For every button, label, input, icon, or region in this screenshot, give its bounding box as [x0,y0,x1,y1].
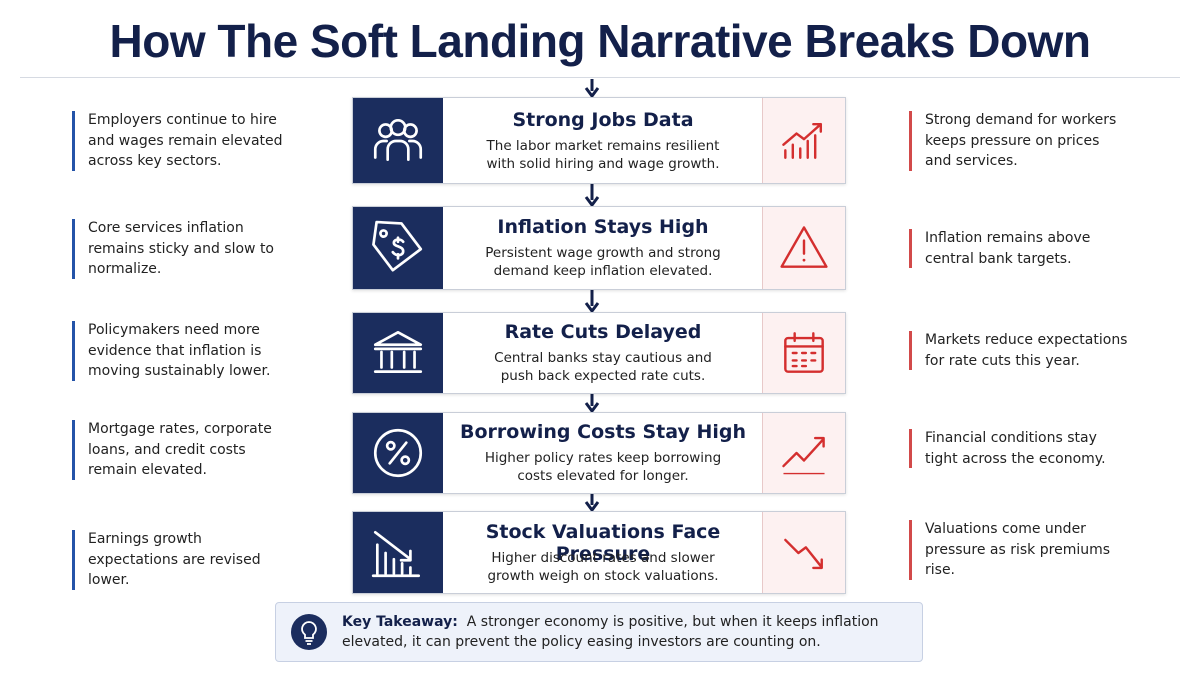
step-title: Strong Jobs Data [512,108,694,131]
step-description: Higher policy rates keep borrowing costs… [484,450,722,484]
effect-icon-panel [762,512,845,593]
title: How The Soft Landing Narrative Breaks Do… [109,15,1091,67]
step-title: Stock Valuations Face Pressure [485,520,721,565]
divider [20,77,1180,78]
left-note: Policymakers need more evidence that inf… [72,320,293,382]
bulb-icon [291,614,327,650]
right-note: Valuations come under pressure as risk p… [909,519,1130,581]
step-icon-panel [353,512,443,593]
step-description: Higher discount rates and slower growth … [487,549,719,584]
icon [373,330,423,373]
step-icon-panel [353,313,443,393]
takeaway-body: A stronger economy is positive, but when… [342,614,879,650]
icon [784,332,824,373]
effect-icon-panel [762,313,845,393]
icon [780,226,828,268]
effect-icon-panel [762,207,845,289]
arrow [584,79,600,99]
arrow [584,493,600,513]
effect-icon-panel [762,98,845,183]
arrow [584,183,600,208]
step-title: Inflation Stays High [497,216,709,238]
step-description: Persistent wage growth and strong demand… [485,245,721,279]
step-title: Borrowing Costs Stay High [460,421,746,443]
step-title: Rate Cuts Delayed [504,321,702,343]
icon [372,220,423,272]
step-icon-panel [353,413,443,493]
step-icon-panel [353,207,443,289]
step-description: The labor market remains resilient with … [486,137,720,172]
left-note: Core services inflation remains sticky a… [72,218,293,280]
step-card: Inflation Stays High Persistent wage grow… [352,206,846,290]
right-note: Markets reduce expectations for rate cut… [909,330,1130,371]
step-card: Rate Cuts Delayed Central banks stay caut… [352,312,846,394]
right-note: Financial conditions stay tight across t… [909,428,1130,469]
effect-icon-panel [762,413,845,493]
takeaway-box: Key Takeaway: A stronger economy is posi… [275,602,923,662]
icon [782,436,825,475]
right-note: Inflation remains above central bank tar… [909,228,1130,269]
icon [371,530,421,577]
takeaway-label: Key Takeaway: [342,614,458,630]
takeaway-text: Key Takeaway: A stronger economy is posi… [342,612,912,652]
left-note: Mortgage rates, corporate loans, and cre… [72,419,293,481]
arrow [584,289,600,314]
step-card: Strong Jobs Data The labor market remains… [352,97,846,184]
icon [373,118,423,161]
icon [784,538,823,569]
left-note: Employers continue to hire and wages rem… [72,110,293,172]
step-card: Stock Valuations Face Pressure Higher dis… [352,511,846,594]
left-note: Earnings growth expectations are revised… [72,529,293,591]
step-icon-panel [353,98,443,183]
step-card: Borrowing Costs Stay High Higher policy r… [352,412,846,494]
arrow [584,393,600,414]
right-note: Strong demand for workers keeps pressure… [909,110,1130,172]
step-description: Central banks stay cautious and push bac… [494,350,712,384]
icon [782,122,823,159]
icon [373,428,423,478]
